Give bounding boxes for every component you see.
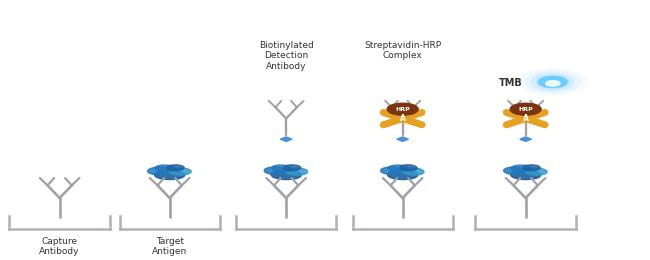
Ellipse shape [169, 168, 191, 175]
Text: HRP: HRP [395, 107, 410, 112]
Circle shape [526, 72, 580, 92]
Ellipse shape [271, 170, 301, 180]
Ellipse shape [283, 165, 301, 171]
Circle shape [387, 103, 418, 115]
Circle shape [519, 69, 586, 95]
Ellipse shape [511, 165, 531, 171]
Ellipse shape [272, 165, 291, 171]
Polygon shape [520, 137, 532, 141]
Ellipse shape [167, 165, 184, 171]
Text: Streptavidin-HRP
Complex: Streptavidin-HRP Complex [364, 41, 441, 60]
Text: A: A [400, 114, 406, 123]
Ellipse shape [387, 170, 418, 180]
Ellipse shape [400, 165, 417, 171]
Text: Target
Antigen: Target Antigen [152, 237, 187, 256]
Ellipse shape [523, 165, 540, 171]
Ellipse shape [148, 167, 171, 175]
Ellipse shape [155, 170, 185, 180]
Ellipse shape [525, 168, 547, 175]
Ellipse shape [402, 168, 424, 175]
Ellipse shape [264, 167, 287, 175]
Text: Capture
Antibody: Capture Antibody [40, 237, 80, 256]
Text: A: A [523, 114, 528, 123]
Ellipse shape [380, 167, 404, 175]
Ellipse shape [285, 168, 307, 175]
Ellipse shape [155, 165, 175, 171]
Polygon shape [280, 137, 292, 141]
Polygon shape [397, 137, 408, 141]
Ellipse shape [388, 165, 408, 171]
Text: Biotinylated
Detection
Antibody: Biotinylated Detection Antibody [259, 41, 313, 71]
Circle shape [537, 76, 569, 88]
Circle shape [539, 76, 567, 87]
Text: TMB: TMB [499, 78, 523, 88]
Circle shape [532, 74, 574, 90]
Ellipse shape [511, 170, 541, 180]
Ellipse shape [504, 167, 526, 175]
Circle shape [510, 103, 541, 115]
Circle shape [546, 81, 560, 86]
Text: HRP: HRP [518, 107, 533, 112]
